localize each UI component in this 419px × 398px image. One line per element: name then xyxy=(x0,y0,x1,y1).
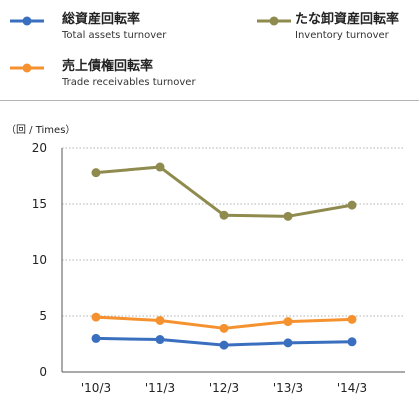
data-point xyxy=(155,315,165,325)
legend-label-en: Trade receivables turnover xyxy=(62,77,196,88)
x-tick-label: '13/3 xyxy=(273,381,303,395)
data-point xyxy=(283,211,293,221)
legend-marker-inventory xyxy=(257,16,291,26)
legend-dot xyxy=(269,16,279,26)
data-point xyxy=(283,338,293,348)
legend-label-en: Inventory turnover xyxy=(295,30,389,41)
data-point xyxy=(347,314,357,324)
legend-label-ja: 総資産回転率 xyxy=(62,12,141,27)
x-tick-label: '11/3 xyxy=(145,381,175,395)
x-tick-label: '14/3 xyxy=(337,381,367,395)
y-tick-label: 15 xyxy=(32,197,47,211)
y-tick-label: 20 xyxy=(32,141,47,155)
legend-label-ja: たな卸資産回転率 xyxy=(295,12,400,27)
x-tick-label: '12/3 xyxy=(209,381,239,395)
y-tick-label: 0 xyxy=(39,365,47,379)
legend-item-receivables: 売上債権回転率 Trade receivables turnover xyxy=(8,59,228,95)
legend: 総資産回転率 Total assets turnover たな卸資産回転率 In… xyxy=(0,0,419,100)
data-point xyxy=(91,168,101,178)
data-point xyxy=(91,312,101,322)
legend-marker-total-assets xyxy=(10,16,44,26)
legend-dot xyxy=(22,16,32,26)
data-point xyxy=(155,162,165,172)
data-point xyxy=(155,335,165,345)
x-tick-label: '10/3 xyxy=(81,381,111,395)
y-tick-label: 5 xyxy=(39,309,47,323)
data-point xyxy=(347,337,357,347)
legend-dot xyxy=(22,63,32,73)
y-tick-label: 10 xyxy=(32,253,47,267)
legend-label-en: Total assets turnover xyxy=(62,30,167,41)
unit-label: （回 / Times） xyxy=(6,125,76,136)
legend-item-inventory: たな卸資産回転率 Inventory turnover xyxy=(255,12,419,48)
legend-divider xyxy=(0,100,419,101)
data-point xyxy=(219,340,229,350)
data-point xyxy=(219,323,229,333)
legend-label-ja: 売上債権回転率 xyxy=(62,59,154,74)
legend-item-total-assets: 総資産回転率 Total assets turnover xyxy=(8,12,208,48)
data-point xyxy=(91,333,101,343)
legend-marker-receivables xyxy=(10,63,44,73)
data-point xyxy=(283,317,293,327)
series-line xyxy=(95,165,353,218)
data-point xyxy=(219,210,229,220)
data-point xyxy=(347,200,357,210)
